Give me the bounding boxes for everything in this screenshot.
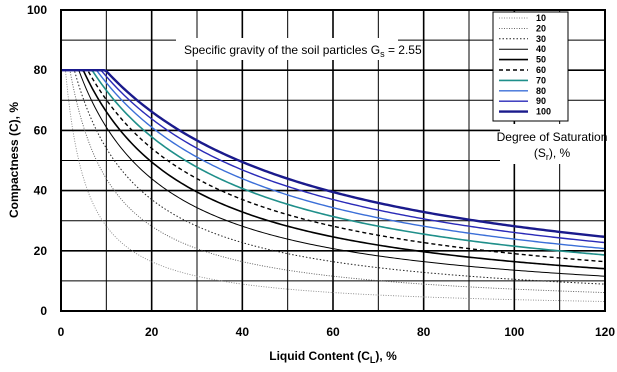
legend-label-100: 100 xyxy=(536,107,551,117)
svg-text:(Sr), %: (Sr), % xyxy=(534,146,571,162)
x-tick-label: 0 xyxy=(58,325,65,339)
legend-box xyxy=(492,11,569,122)
series-line-70 xyxy=(61,69,606,256)
saturation-curves xyxy=(61,69,606,302)
y-tick-label: 0 xyxy=(40,304,47,318)
grid-lines xyxy=(61,10,605,311)
x-tick-label: 20 xyxy=(145,325,159,339)
series-line-40 xyxy=(61,69,606,277)
x-tick-label: 120 xyxy=(595,325,615,339)
x-tick-label: 80 xyxy=(417,325,431,339)
series-line-10 xyxy=(61,69,606,302)
legend-label-50: 50 xyxy=(536,55,546,65)
y-tick-label: 100 xyxy=(27,3,47,17)
legend-label-20: 20 xyxy=(536,23,546,33)
series-line-80 xyxy=(61,69,606,250)
legend-label-80: 80 xyxy=(536,86,546,96)
legend-label-10: 10 xyxy=(536,13,546,23)
series-line-50 xyxy=(61,69,606,270)
y-tick-label: 20 xyxy=(34,244,48,258)
y-tick-label: 40 xyxy=(34,184,48,198)
x-tick-label: 40 xyxy=(236,325,250,339)
legend-label-60: 60 xyxy=(536,65,546,75)
x-tick-label: 100 xyxy=(504,325,524,339)
legend-label-90: 90 xyxy=(536,96,546,106)
series-line-100 xyxy=(61,69,606,239)
y-tick-label: 80 xyxy=(34,63,48,77)
y-axis-title: Compactness (C), % xyxy=(7,102,21,218)
gravity-note: Specific gravity of the soil particles G… xyxy=(176,38,422,60)
svg-text:Specific gravity of the soil p: Specific gravity of the soil particles G… xyxy=(184,43,422,59)
legend-label-30: 30 xyxy=(536,34,546,44)
legend-label-40: 40 xyxy=(536,44,546,54)
x-tick-label: 60 xyxy=(326,325,340,339)
y-axis-ticks: 0 20 40 60 80 100 xyxy=(27,3,47,318)
x-axis-ticks: 0 20 40 60 80 100 120 xyxy=(58,325,616,339)
saturation-label: Degree of Saturation (Sr), % xyxy=(497,124,608,164)
svg-text:Degree of Saturation: Degree of Saturation xyxy=(497,130,608,144)
series-line-60 xyxy=(61,69,606,263)
legend-label-70: 70 xyxy=(536,75,546,85)
series-line-90 xyxy=(61,69,606,244)
plot-frame xyxy=(60,9,606,312)
x-axis-title: Liquid Content (CL), % xyxy=(269,349,397,365)
y-tick-label: 60 xyxy=(34,123,48,137)
